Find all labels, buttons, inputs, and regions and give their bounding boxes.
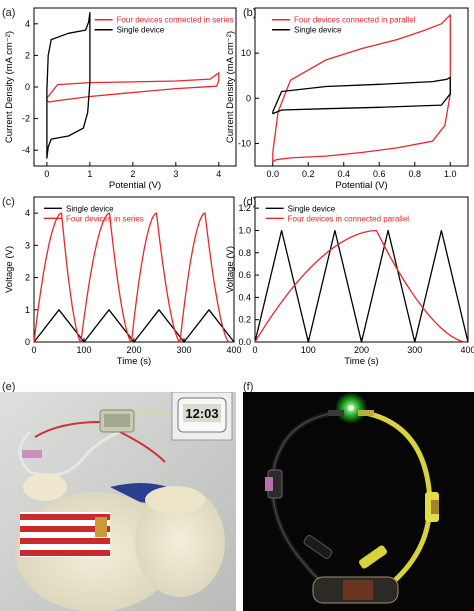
led-circuit-photo xyxy=(243,392,474,611)
x-tick-label: 300 xyxy=(407,345,422,355)
clock-readout: 12:03 xyxy=(185,406,218,421)
y-tick-label: 4 xyxy=(25,19,30,29)
series-line-2 xyxy=(33,212,230,343)
legend-label-2: Single device xyxy=(117,26,165,35)
plot-frame xyxy=(254,7,469,167)
legend-label-1: Single device xyxy=(288,204,336,213)
chart-b: 0.0 0.2 0.4 0.6 0.8 1.0 -10 0 10 Potential (V) Cur… xyxy=(225,7,469,191)
y-axis-label: Current Density (mA cm⁻²) xyxy=(4,31,15,143)
y-tick-label: -4 xyxy=(22,145,30,155)
y-axis-label: Current Density (mA cm⁻²) xyxy=(225,31,236,143)
y-tick-label: 1.2 xyxy=(238,203,251,213)
legend-label-2: Four devices in connected parallel xyxy=(288,214,410,223)
y-tick-label: 3 xyxy=(25,240,30,250)
legend-label-2: Four devices in series xyxy=(66,214,144,223)
chart-a: 0 1 2 3 4 -4 -2 0 2 4 Potential (V) Current Density… xyxy=(4,7,237,191)
y-tick-label: 0 xyxy=(25,337,30,347)
y-tick-label: 0.0 xyxy=(238,337,251,347)
x-tick-label: 100 xyxy=(76,345,91,355)
x-tick-label: 300 xyxy=(176,345,191,355)
photo-f xyxy=(243,392,474,611)
y-tick-label: 0 xyxy=(25,82,30,92)
x-axis-label: Potential (V) xyxy=(109,180,161,191)
x-tick-label: 4 xyxy=(216,169,221,179)
panel-label-e: (e) xyxy=(2,381,15,393)
panel-label-f: (f) xyxy=(243,381,253,393)
y-tick-label: 1 xyxy=(25,305,30,315)
x-tick-label: 200 xyxy=(354,345,369,355)
panel-label-d: (d) xyxy=(243,196,256,208)
y-tick-label: 0.8 xyxy=(238,248,251,258)
series-line-2 xyxy=(46,12,91,159)
x-tick-label: 1.0 xyxy=(444,169,457,179)
panel-label-c: (c) xyxy=(2,196,15,208)
x-tick-label: 0.0 xyxy=(266,169,279,179)
chart-c: 0 100 200 300 400 0 1 2 3 4 Time (s) Voltage (V) Sin… xyxy=(4,196,242,367)
x-tick-label: 2 xyxy=(130,169,135,179)
x-tick-label: 1 xyxy=(87,169,92,179)
y-tick-label: 4 xyxy=(25,208,30,218)
toy-lamb-with-timer-photo: 12:03 xyxy=(0,392,236,611)
x-tick-label: 3 xyxy=(173,169,178,179)
photo-e: 12:03 xyxy=(0,392,236,611)
y-tick-label: -2 xyxy=(22,114,30,124)
x-tick-label: 0 xyxy=(252,345,257,355)
series-line-1 xyxy=(272,14,451,163)
x-axis-label: Potential (V) xyxy=(335,180,387,191)
x-axis-label: Time (s) xyxy=(344,356,378,367)
y-axis-label: Voltage (V) xyxy=(225,246,236,293)
x-tick-label: 400 xyxy=(460,345,474,355)
y-tick-label: -10 xyxy=(238,138,251,148)
panel-label-a: (a) xyxy=(2,7,15,19)
x-tick-label: 100 xyxy=(301,345,316,355)
x-tick-label: 0.2 xyxy=(302,169,315,179)
y-tick-label: 2 xyxy=(25,273,30,283)
series-line-1 xyxy=(254,229,469,343)
x-axis-label: Time (s) xyxy=(117,356,151,367)
y-tick-label: 0 xyxy=(246,93,251,103)
series-line-2 xyxy=(254,229,466,343)
x-tick-label: 0 xyxy=(31,345,36,355)
x-tick-label: 0.4 xyxy=(337,169,350,179)
y-tick-label: 1.0 xyxy=(238,225,251,235)
legend-label-1: Four devices connected in series xyxy=(117,16,234,25)
x-tick-label: 400 xyxy=(226,345,241,355)
legend-label-1: Four devices connected in parallel xyxy=(294,16,416,25)
x-tick-label: 200 xyxy=(126,345,141,355)
series-line-1 xyxy=(46,72,220,103)
x-tick-label: 0.6 xyxy=(373,169,386,179)
panel-label-b: (b) xyxy=(243,7,256,19)
legend-label-2: Single device xyxy=(294,26,342,35)
legend-label-1: Single device xyxy=(66,204,114,213)
x-tick-label: 0.8 xyxy=(408,169,421,179)
x-tick-label: 0 xyxy=(44,169,49,179)
y-tick-label: 0.2 xyxy=(238,315,251,325)
y-tick-label: 10 xyxy=(241,48,251,58)
y-tick-label: 0.6 xyxy=(238,270,251,280)
y-tick-label: 2 xyxy=(25,50,30,60)
y-axis-label: Voltage (V) xyxy=(4,246,15,293)
series-line-1 xyxy=(33,309,235,343)
series-line-2 xyxy=(272,76,451,115)
y-tick-label: 0.4 xyxy=(238,292,251,302)
